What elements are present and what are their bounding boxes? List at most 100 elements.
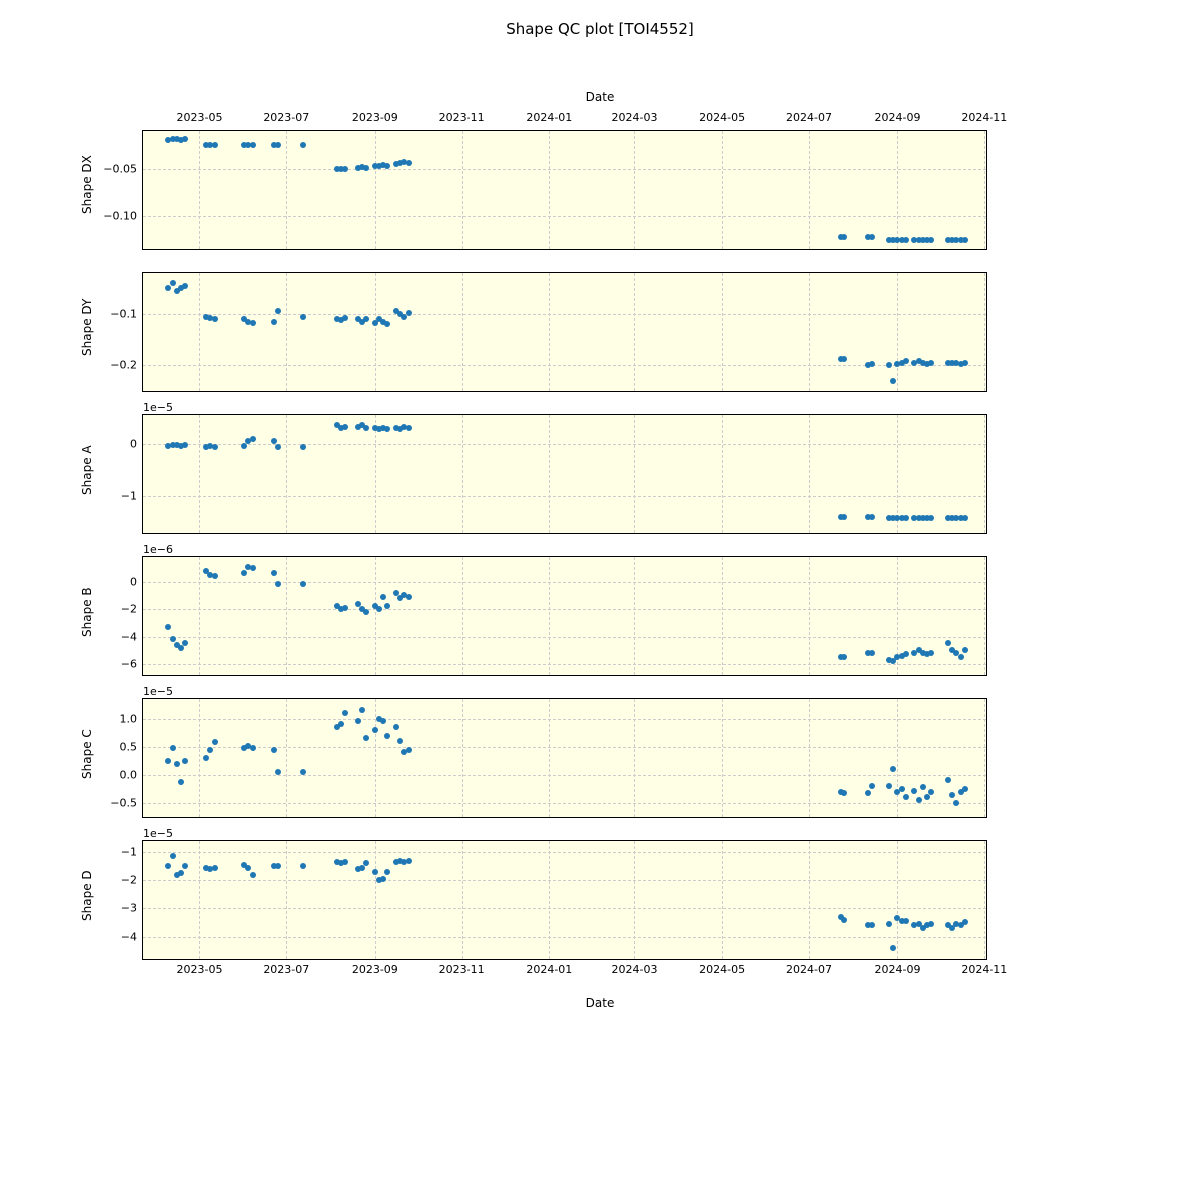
data-point — [903, 794, 909, 800]
data-point — [380, 718, 386, 724]
data-point — [928, 360, 934, 366]
data-point — [865, 790, 871, 796]
y-tick-label: −0.1 — [110, 308, 137, 321]
data-point — [300, 581, 306, 587]
data-point — [178, 870, 184, 876]
data-point — [338, 721, 344, 727]
x-tick-label: 2024-07 — [786, 111, 832, 124]
data-point — [903, 651, 909, 657]
panel-shape-a: 1e−50−1 — [142, 414, 987, 534]
data-point — [841, 917, 847, 923]
panel-shape-d: 1e−5−1−2−3−42023-052023-072023-092023-11… — [142, 840, 987, 960]
x-tick-label: 2023-09 — [352, 111, 398, 124]
gridline — [462, 131, 463, 249]
data-point — [962, 919, 968, 925]
data-point — [928, 789, 934, 795]
data-point — [170, 853, 176, 859]
gridline — [286, 557, 287, 675]
data-point — [962, 237, 968, 243]
data-point — [953, 800, 959, 806]
gridline — [897, 841, 898, 959]
data-point — [384, 733, 390, 739]
y-axis-label: Shape DY — [80, 299, 94, 356]
data-point — [886, 921, 892, 927]
gridline — [897, 699, 898, 817]
y-tick-label: −4 — [121, 630, 137, 643]
gridline — [549, 273, 550, 391]
data-point — [212, 316, 218, 322]
gridline — [143, 937, 986, 938]
data-point — [300, 863, 306, 869]
x-tick-label: 2024-01 — [526, 963, 572, 976]
data-point — [182, 863, 188, 869]
gridline — [722, 273, 723, 391]
gridline — [199, 131, 200, 249]
gridline — [549, 841, 550, 959]
data-point — [342, 315, 348, 321]
gridline — [984, 557, 985, 675]
gridline — [199, 841, 200, 959]
data-point — [250, 745, 256, 751]
gridline — [199, 699, 200, 817]
data-point — [182, 283, 188, 289]
panel-shape-dx: −0.05−0.102023-052023-072023-092023-1120… — [142, 130, 987, 250]
data-point — [886, 783, 892, 789]
y-tick-label: −0.05 — [103, 162, 137, 175]
gridline — [143, 664, 986, 665]
data-point — [928, 515, 934, 521]
gridline — [897, 131, 898, 249]
data-point — [182, 136, 188, 142]
data-point — [363, 735, 369, 741]
data-point — [911, 788, 917, 794]
gridline — [286, 699, 287, 817]
scale-label: 1e−5 — [143, 685, 173, 698]
data-point — [363, 316, 369, 322]
panel-shape-b: 1e−60−2−4−6 — [142, 556, 987, 676]
data-point — [841, 790, 847, 796]
gridline — [634, 273, 635, 391]
y-axis-label: Shape B — [80, 587, 94, 637]
y-tick-label: 0 — [130, 575, 137, 588]
x-tick-label: 2024-05 — [699, 111, 745, 124]
data-point — [376, 606, 382, 612]
gridline — [143, 852, 986, 853]
data-point — [271, 747, 277, 753]
y-axis-label: Shape D — [80, 870, 94, 921]
panel-shape-c: 1e−51.00.50.0−0.5 — [142, 698, 987, 818]
y-tick-label: −0.10 — [103, 209, 137, 222]
gridline — [722, 699, 723, 817]
data-point — [342, 859, 348, 865]
gridline — [143, 880, 986, 881]
y-tick-label: −6 — [121, 658, 137, 671]
gridline — [199, 415, 200, 533]
gridline — [634, 699, 635, 817]
gridline — [143, 216, 986, 217]
gridline — [375, 131, 376, 249]
data-point — [890, 378, 896, 384]
data-point — [372, 869, 378, 875]
data-point — [841, 234, 847, 240]
x-tick-label: 2023-05 — [176, 111, 222, 124]
gridline — [549, 699, 550, 817]
data-point — [945, 777, 951, 783]
chart-title: Shape QC plot [TOI4552] — [0, 20, 1200, 38]
data-point — [928, 650, 934, 656]
data-point — [958, 654, 964, 660]
data-point — [962, 515, 968, 521]
data-point — [250, 872, 256, 878]
data-point — [300, 314, 306, 320]
data-point — [869, 922, 875, 928]
gridline — [143, 365, 986, 366]
gridline — [143, 747, 986, 748]
data-point — [271, 570, 277, 576]
y-tick-label: 0.5 — [120, 740, 138, 753]
data-point — [869, 514, 875, 520]
data-point — [924, 794, 930, 800]
gridline — [809, 557, 810, 675]
gridline — [286, 131, 287, 249]
data-point — [962, 786, 968, 792]
data-point — [890, 766, 896, 772]
x-tick-label: 2023-05 — [176, 963, 222, 976]
gridline — [984, 273, 985, 391]
x-tick-label: 2023-11 — [439, 111, 485, 124]
